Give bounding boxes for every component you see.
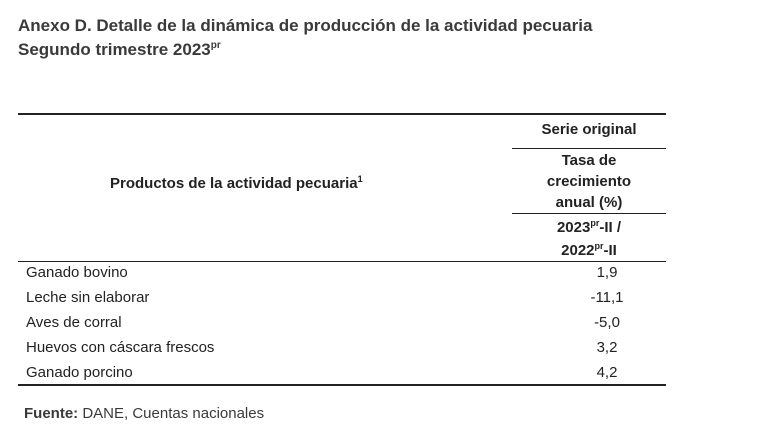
row-product: Leche sin elaborar [26, 289, 150, 306]
row-value: 3,2 [596, 339, 618, 356]
header-tasa-line-2: crecimiento [546, 173, 632, 190]
row-value: 1,9 [596, 264, 618, 281]
header-tasa-line-1: Tasa de [561, 152, 617, 169]
row-product: Ganado bovino [26, 264, 128, 281]
row-value: 4,2 [596, 364, 618, 381]
header-serie-rule [512, 148, 666, 149]
row-value: -11,1 [590, 289, 624, 306]
header-products: Productos de la actividad pecuaria1 [110, 174, 430, 193]
header-products-label: Productos de la actividad pecuaria [110, 175, 358, 192]
row-product: Aves de corral [26, 314, 122, 331]
table-row: Aves de corral -5,0 [18, 311, 666, 336]
period-a-suffix: -II / [599, 219, 622, 236]
table-row: Leche sin elaborar -11,1 [18, 286, 666, 311]
header-period-line-1: 2023pr-II / [512, 216, 666, 239]
period-b-suffix: -II [603, 242, 617, 259]
row-product: Ganado porcino [26, 364, 133, 381]
table-top-rule [18, 113, 666, 115]
source-text: DANE, Cuentas nacionales [82, 405, 265, 422]
table-row: Ganado porcino 4,2 [18, 361, 666, 386]
period-b-sup: pr [594, 241, 604, 251]
header-tasa: Tasa de crecimiento anual (%) [512, 150, 666, 213]
header-period-line-2: 2022pr-II [512, 239, 666, 262]
header-serie-original: Serie original [541, 121, 637, 138]
title-period-sup: pr [210, 40, 221, 51]
header-tasa-line-3: anual (%) [555, 194, 623, 211]
table-row: Huevos con cáscara frescos 3,2 [18, 336, 666, 361]
table-row: Ganado bovino 1,9 [18, 261, 666, 286]
row-value: -5,0 [594, 314, 620, 331]
header-period: 2023pr-II / 2022pr-II [512, 216, 666, 262]
period-a-sup: pr [590, 218, 600, 228]
table-bottom-rule [18, 384, 666, 386]
period-b-year: 2022 [561, 242, 595, 259]
title-period: Segundo trimestre 2023 [18, 40, 211, 59]
source-note: Fuente: DANE, Cuentas nacionales [24, 405, 264, 422]
header-products-note: 1 [357, 174, 363, 184]
title-line-2: Segundo trimestre 2023pr [18, 38, 592, 62]
row-product: Huevos con cáscara frescos [26, 339, 215, 356]
source-label: Fuente: [24, 405, 79, 422]
header-tasa-rule [512, 213, 666, 214]
document-title: Anexo D. Detalle de la dinámica de produ… [18, 14, 592, 62]
table-header-rule [18, 261, 666, 262]
period-a-year: 2023 [556, 219, 591, 236]
title-line-1: Anexo D. Detalle de la dinámica de produ… [18, 16, 593, 35]
